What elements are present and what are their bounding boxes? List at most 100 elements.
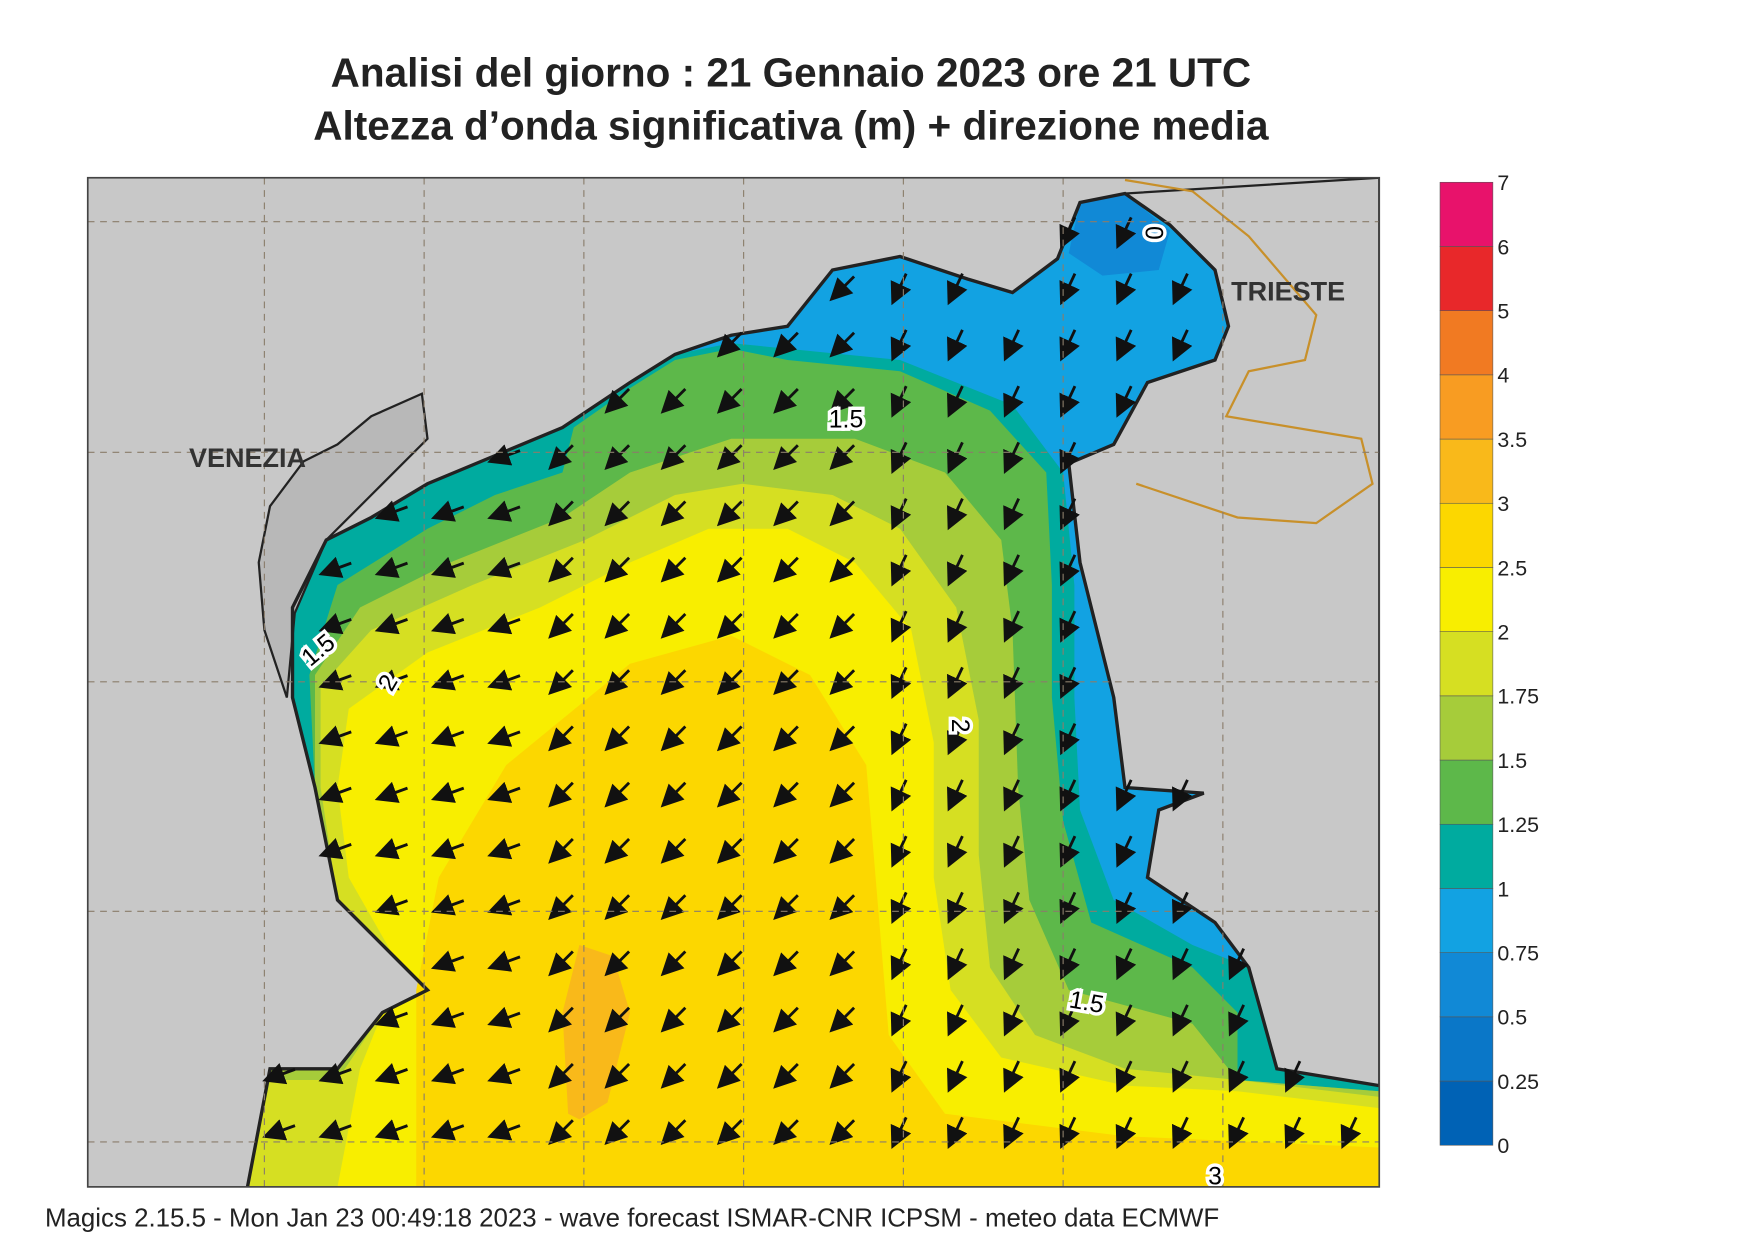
- arrow: [487, 444, 521, 466]
- arrow: [660, 556, 687, 583]
- arrow: [487, 950, 521, 972]
- arrow: [548, 1063, 574, 1089]
- map-frame: [86, 176, 1381, 1188]
- arrow: [604, 1119, 631, 1145]
- arrow: [548, 1119, 574, 1145]
- arrow: [1059, 1004, 1080, 1037]
- direction-arrows: [262, 216, 1362, 1149]
- arrow: [829, 275, 856, 302]
- arrow: [318, 669, 352, 691]
- arrow: [1003, 835, 1024, 868]
- sea-band: [416, 635, 1380, 1187]
- arrow: [1115, 273, 1137, 306]
- arrow: [829, 781, 856, 808]
- arrow: [1003, 891, 1024, 924]
- arrow: [947, 1060, 968, 1093]
- arrow: [1059, 329, 1080, 362]
- arrow: [1003, 554, 1024, 587]
- arrow: [660, 838, 687, 864]
- arrow: [716, 725, 743, 752]
- colorbar-label: 3: [1497, 492, 1509, 516]
- arrow: [1284, 1060, 1305, 1093]
- arrow: [890, 273, 912, 306]
- colorbar-box: [1439, 1080, 1494, 1146]
- arrow: [487, 725, 521, 747]
- colorbar-box: [1439, 438, 1494, 504]
- arrow: [548, 669, 574, 695]
- arrow: [430, 500, 465, 522]
- arrow: [318, 838, 352, 860]
- arrow: [1059, 666, 1080, 699]
- arrow: [487, 781, 521, 803]
- arrow: [548, 500, 574, 527]
- arrow: [374, 669, 408, 691]
- arrow: [1228, 1060, 1249, 1093]
- arrow: [548, 781, 574, 808]
- arrow: [660, 669, 687, 695]
- arrow: [1003, 385, 1024, 418]
- arrow: [773, 1119, 799, 1145]
- arrow: [829, 894, 856, 920]
- arrow: [1003, 441, 1024, 474]
- arrow: [947, 554, 968, 587]
- arrow: [1003, 666, 1024, 699]
- arrow: [1003, 610, 1024, 643]
- arrow: [773, 950, 799, 977]
- arrow: [1115, 1004, 1137, 1037]
- arrow: [947, 948, 968, 981]
- arrow: [1059, 441, 1080, 474]
- arrow: [890, 779, 912, 812]
- arrow: [1059, 216, 1080, 249]
- arrow: [374, 838, 408, 860]
- arrow: [1003, 779, 1024, 812]
- arrow: [773, 1063, 799, 1089]
- arrow: [604, 950, 631, 977]
- arrow: [604, 781, 631, 808]
- arrow: [947, 779, 968, 812]
- arrow: [1059, 498, 1080, 531]
- arrow: [318, 1063, 352, 1085]
- arrow: [947, 273, 968, 306]
- arrow: [890, 1004, 912, 1037]
- arrow: [773, 613, 799, 639]
- arrow: [604, 838, 631, 864]
- colorbar-box: [1439, 888, 1494, 953]
- arrow: [262, 1063, 296, 1085]
- arrow: [829, 1006, 856, 1033]
- arrow: [374, 725, 408, 747]
- arrow: [660, 725, 687, 752]
- arrow: [548, 950, 574, 977]
- colorbar-box: [1439, 310, 1494, 376]
- arrow: [1284, 1116, 1305, 1149]
- contour-label: 1.5: [829, 407, 863, 434]
- arrow: [660, 388, 687, 414]
- arrow: [262, 1119, 296, 1141]
- colorbar-label: 2: [1497, 621, 1509, 645]
- arrow: [890, 554, 912, 587]
- arrow: [890, 723, 912, 756]
- arrow: [716, 894, 743, 920]
- arrow: [1115, 329, 1137, 362]
- arrow: [773, 894, 799, 920]
- subtitle: Altezza d’onda significativa (m) + direz…: [313, 103, 1269, 149]
- colorbar-box: [1439, 695, 1494, 761]
- map: 1.5 1.5 2 2 1.5 3 0 VENEZIA TRIESTE: [87, 177, 1380, 1187]
- contour-label: 2: [946, 719, 973, 733]
- arrow: [548, 556, 574, 583]
- arrow: [487, 838, 521, 860]
- arrow: [1059, 554, 1080, 587]
- arrow: [773, 669, 799, 695]
- arrow: [1003, 329, 1024, 362]
- arrow: [430, 781, 465, 803]
- arrow: [947, 385, 968, 418]
- arrow: [1059, 273, 1080, 306]
- arrow: [1115, 1060, 1137, 1093]
- arrow: [548, 725, 574, 752]
- arrow: [1228, 1004, 1249, 1037]
- arrow: [604, 388, 631, 414]
- arrow: [716, 556, 743, 583]
- arrow: [430, 894, 465, 916]
- arrow: [374, 894, 408, 916]
- colorbar-label: 5: [1497, 300, 1509, 324]
